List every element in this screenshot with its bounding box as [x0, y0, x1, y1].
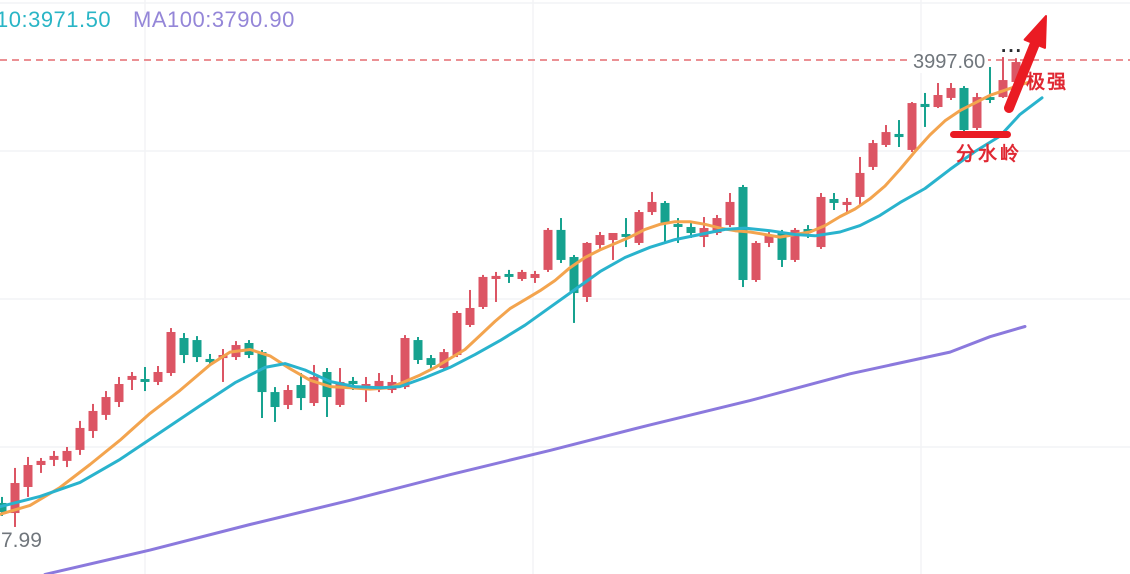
price-label: 3997.60 — [910, 51, 989, 73]
low-price-label: 7.99 — [1, 529, 42, 552]
up-arrow-icon — [1004, 15, 1047, 113]
watershed-marker-bar — [950, 131, 1011, 138]
price-dots-icon: ··· — [1001, 41, 1023, 62]
annotation-watershed: 分水岭 — [956, 144, 1023, 165]
ma100-legend-label: MA100:3790.90 — [133, 7, 295, 32]
annotation-extreme-strong: 极强 — [1026, 72, 1069, 93]
ma10-legend-label: 10:3971.50 — [0, 7, 112, 32]
